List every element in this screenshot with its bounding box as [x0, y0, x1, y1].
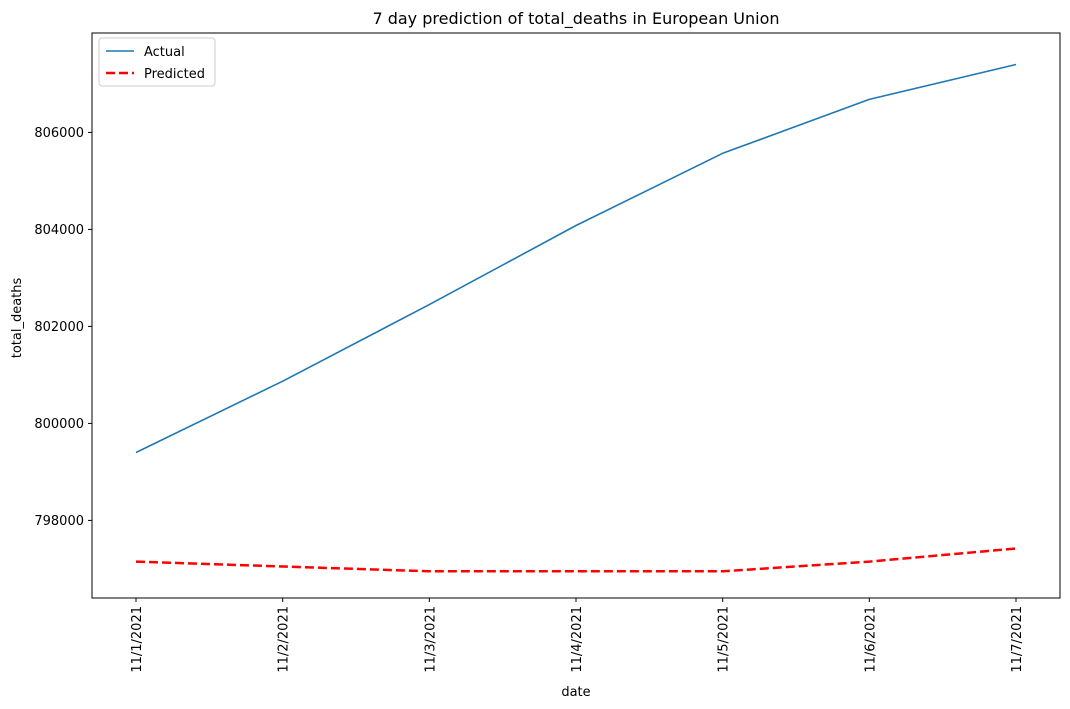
x-axis-label: date — [561, 685, 590, 700]
x-tick-label: 11/6/2021 — [863, 606, 878, 673]
y-tick-label: 800000 — [34, 417, 84, 432]
x-tick-label: 11/5/2021 — [717, 606, 732, 673]
series-line-actual — [135, 63, 1017, 454]
x-tick-label: 11/2/2021 — [277, 606, 292, 673]
y-tick-label: 806000 — [34, 126, 84, 141]
x-tick-label: 11/3/2021 — [423, 606, 438, 673]
legend: Actual Predicted — [98, 37, 216, 87]
x-tick-label: 11/7/2021 — [1010, 606, 1025, 673]
y-tick-label: 798000 — [34, 514, 84, 529]
plot-area: 798000 800000 802000 804000 806000 11/1/2021 1… — [34, 32, 1061, 673]
y-tick-label: 804000 — [34, 223, 84, 238]
legend-label-predicted: Predicted — [144, 67, 205, 82]
y-axis-label: total_deaths — [10, 278, 25, 359]
x-tick-label: 11/4/2021 — [570, 606, 585, 673]
chart-title: 7 day prediction of total_deaths in Euro… — [372, 9, 779, 29]
legend-label-actual: Actual — [144, 45, 185, 60]
x-tick-label: 11/1/2021 — [130, 606, 145, 673]
series-line-predicted — [135, 547, 1017, 573]
plot-frame — [91, 32, 1061, 599]
y-tick-label: 802000 — [34, 320, 84, 335]
